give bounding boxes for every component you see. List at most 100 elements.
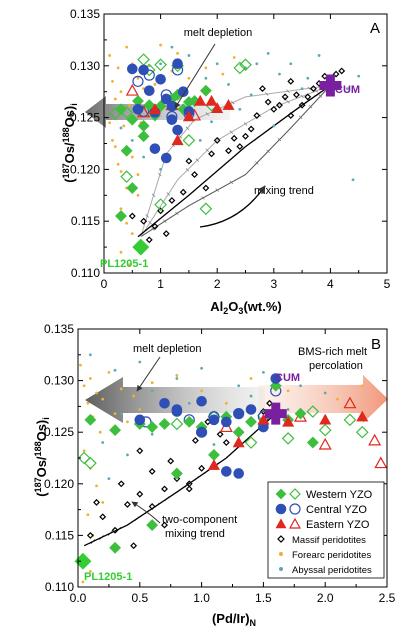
a-mixing-line-tick (311, 95, 316, 100)
b-massif-point (167, 457, 175, 465)
panel-a: 0 1 2 3 4 5 0.110 0.115 0.120 0.125 0.130 0.135 (18… (61, 7, 391, 316)
panel-a-melt-depletion-pointer (174, 43, 216, 109)
a-massif-point (270, 105, 278, 113)
a-massif-point (276, 101, 283, 109)
a-central-filled-point (155, 73, 166, 85)
a-mixing-line-tick (231, 154, 237, 159)
a-y-tick-label: 0.110 (71, 266, 100, 280)
legend-massif-marker (277, 535, 285, 543)
panel-b: 0.0 0.5 1.0 1.5 2.0 2.5 0.110 0.115 0.120 0.125 0.… (33, 322, 396, 628)
a-massif-point (332, 70, 340, 78)
a-massif-point (309, 85, 317, 93)
b-massif-point (173, 475, 181, 483)
b-central-filled-point (221, 416, 232, 428)
a-pl1205-point (132, 238, 150, 256)
a-massif-point (162, 230, 170, 238)
a-central-filled-point (160, 93, 172, 105)
a-massif-point (179, 188, 187, 196)
a-abyssal-point (198, 138, 202, 142)
panel-b-ticks: 0.0 0.5 1.0 1.5 2.0 2.5 0.110 0.115 0.120 0.125 0.… (44, 322, 396, 605)
a-abyssal-point (317, 54, 321, 57)
b-forearc-point (88, 377, 92, 380)
a-mixing-tick (151, 227, 155, 231)
b-massif-point (185, 485, 193, 493)
b-forearc-point (286, 389, 290, 393)
b-western-filled-point (109, 424, 122, 437)
b-abyssal-point (150, 432, 154, 436)
a-eastern-filled-point (194, 94, 207, 106)
a-mixing-line-tick (220, 163, 226, 169)
b-massif-point (99, 513, 107, 521)
b-abyssal-point (262, 370, 265, 374)
b-massif-point (86, 531, 94, 539)
legend-box (267, 481, 385, 579)
a-mixing-tick (264, 92, 269, 96)
b-western-open-point (355, 425, 369, 439)
a-y-tick-label: 0.120 (70, 162, 100, 176)
b-mixing-line-tick (154, 503, 160, 508)
a-forearc-point (122, 124, 126, 128)
panel-b-melt-depletion-pointer (136, 356, 161, 392)
a-abyssal-point (227, 83, 230, 86)
b-abyssal-point (107, 477, 111, 481)
b-mixing-line-tick (233, 446, 239, 452)
panel-a-ticks: 0 1 2 3 4 5 0.110 0.115 0.120 0.125 0.130 0.135 (70, 7, 391, 291)
a-forearc-point (130, 155, 134, 159)
a-mixing-line-tick (156, 217, 161, 223)
panel-b-bms-label-2: percolation (309, 360, 363, 372)
a-abyssal-point (142, 155, 146, 159)
a-forearc-point (116, 66, 120, 70)
b-massif-point (148, 467, 156, 475)
b-forearc-point (336, 397, 339, 401)
a-mixing-tick (178, 135, 183, 139)
a-mixing-line-tick (145, 226, 151, 231)
b-mixing-line-tick (204, 469, 209, 474)
b-forearc-point (249, 377, 253, 380)
b-western-open-point (77, 451, 91, 465)
a-forearc-point (221, 72, 225, 76)
a-mixing-tick (231, 100, 235, 105)
legend-label: Abyssal peridotites (292, 565, 372, 576)
a-central-filled-point (160, 152, 172, 164)
a-massif-point (338, 67, 346, 75)
a-western-open-point (182, 134, 196, 147)
b-mixing-line (83, 413, 277, 547)
a-massif-point (191, 171, 199, 179)
a-abyssal-point (210, 120, 213, 124)
legend-western-open-marker (289, 488, 301, 500)
a-forearc-point (119, 170, 123, 173)
b-mixing-line-tick (107, 531, 113, 536)
b-western-filled-point (146, 519, 159, 532)
a-forearc-point (204, 66, 208, 70)
b-massif-point (161, 521, 168, 529)
a-mixing-tick (185, 168, 190, 172)
b-eastern-filled-point (207, 459, 220, 470)
a-forearc-point (232, 56, 236, 59)
b-forearc-point (95, 391, 98, 395)
b-abyssal-point (101, 441, 105, 444)
b-forearc-point (175, 374, 179, 377)
a-massif-point (208, 150, 215, 158)
a-mixing-line-tick (305, 98, 311, 104)
b-central-filled-point (196, 395, 207, 407)
b-mixing-line-tick (243, 438, 249, 443)
a-abyssal-point (278, 72, 281, 76)
a-massif-point (230, 134, 238, 142)
a-abyssal-point (119, 126, 123, 130)
b-x-tick-label: 2.5 (379, 591, 396, 605)
a-x-tick-label: 1 (157, 277, 164, 291)
b-central-filled-point (134, 414, 146, 426)
b-western-filled-point (183, 415, 196, 428)
a-massif-point (304, 93, 312, 101)
a-abyssal-point (255, 62, 259, 66)
a-mixing-tick (175, 211, 179, 216)
a-western-filled-point (115, 210, 127, 222)
b-western-filled-point (170, 467, 183, 480)
b-western-filled-point (306, 436, 319, 449)
b-central-filled-point (159, 398, 170, 409)
a-western-open-point (154, 58, 167, 72)
a-mixing-tick (195, 158, 200, 162)
b-eastern-open-point (368, 433, 382, 446)
a-mixing-curve (140, 85, 331, 237)
